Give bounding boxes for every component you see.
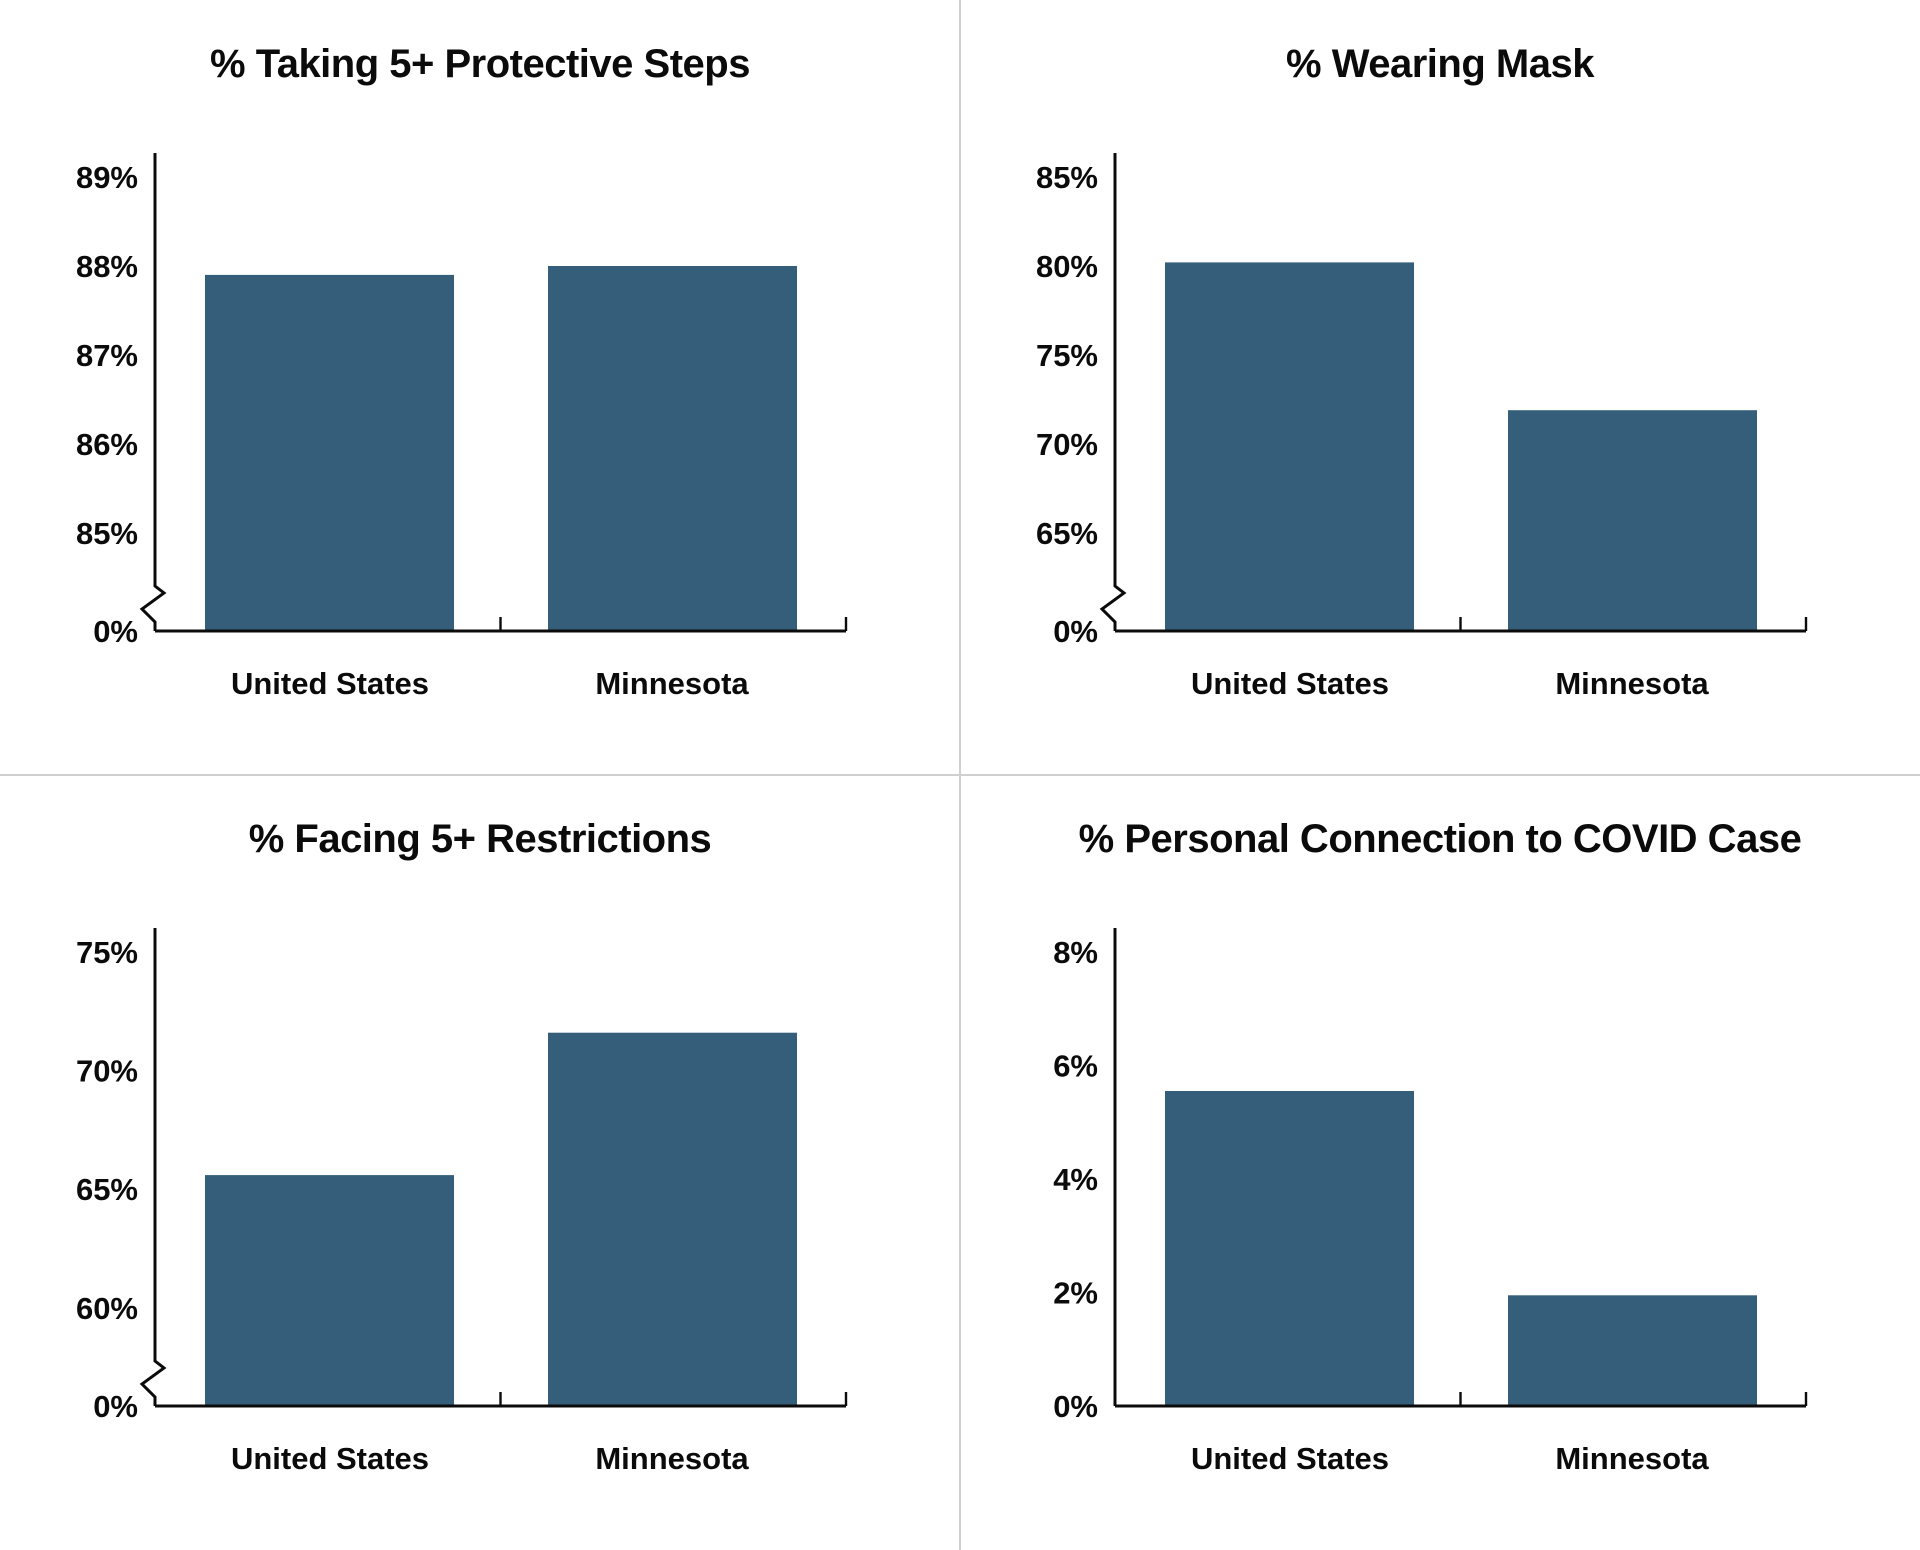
category-label-united-states: United States	[1190, 666, 1390, 701]
chart-title: % Wearing Mask	[1286, 42, 1594, 86]
y-tick-label-65: 65%	[76, 1172, 138, 1207]
y-axis-with-break	[139, 153, 167, 631]
y-tick-label-65: 65%	[1036, 516, 1098, 551]
y-tick-label-2: 2%	[1053, 1275, 1098, 1310]
chart-plot-taking-protective-steps: 0% 85% 86% 87% 88% 89%	[76, 153, 848, 649]
y-tick-label-70: 70%	[76, 1054, 138, 1089]
bar-united-states	[1165, 1091, 1414, 1406]
y-tick-label-0: 0%	[93, 614, 138, 649]
chart-plot-personal-connection: 0% 2% 4% 6% 8%	[1053, 928, 1808, 1424]
y-tick-label-8: 8%	[1053, 935, 1098, 970]
bar-united-states	[205, 274, 454, 631]
chart-taking-protective-steps: 0% 85% 86% 87% 88% 89% % Taking 5+ Protective…	[0, 0, 960, 775]
chart-title: % Personal Connection to COVID Case	[1078, 817, 1802, 861]
category-label-united-states: United States	[230, 666, 430, 701]
y-tick-label-0: 0%	[1053, 1389, 1098, 1424]
y-tick-label-6: 6%	[1053, 1048, 1098, 1083]
chart-plot-facing-restrictions: 0% 60% 65% 70% 75%	[76, 928, 848, 1424]
y-tick-label-4: 4%	[1053, 1162, 1098, 1197]
chart-title: % Taking 5+ Protective Steps	[210, 42, 750, 86]
y-tick-label-60: 60%	[76, 1291, 138, 1326]
chart-wearing-mask: 0% 65% 70% 75% 80% 85% % Wearing Mask United …	[960, 0, 1920, 775]
y-tick-label-75: 75%	[1036, 338, 1098, 373]
category-label-minnesota: Minnesota	[1555, 1441, 1709, 1476]
chart-personal-connection: 0% 2% 4% 6% 8% % Personal Connection to COVI…	[960, 775, 1920, 1550]
bar-united-states	[205, 1175, 454, 1406]
bar-minnesota	[548, 1032, 797, 1406]
y-tick-label-0: 0%	[1053, 614, 1098, 649]
y-tick-label-70: 70%	[1036, 427, 1098, 462]
y-tick-label-86: 86%	[76, 427, 138, 462]
y-tick-label-85: 85%	[1036, 160, 1098, 195]
category-label-minnesota: Minnesota	[1555, 666, 1709, 701]
y-tick-label-89: 89%	[76, 160, 138, 195]
bar-minnesota	[1508, 410, 1757, 631]
bar-united-states	[1165, 262, 1414, 631]
y-axis-with-break	[139, 928, 167, 1406]
y-tick-label-75: 75%	[76, 935, 138, 970]
chart-facing-restrictions: 0% 60% 65% 70% 75% % Facing 5+ Restrictions …	[0, 775, 960, 1550]
chart-plot-wearing-mask: 0% 65% 70% 75% 80% 85%	[1036, 153, 1808, 649]
category-label-united-states: United States	[1190, 1441, 1390, 1476]
category-label-united-states: United States	[230, 1441, 430, 1476]
y-tick-label-87: 87%	[76, 338, 138, 373]
y-tick-label-0: 0%	[93, 1389, 138, 1424]
bar-minnesota	[548, 266, 797, 631]
y-tick-label-85: 85%	[76, 516, 138, 551]
chart-title: % Facing 5+ Restrictions	[248, 817, 712, 861]
category-label-minnesota: Minnesota	[595, 666, 749, 701]
y-tick-label-88: 88%	[76, 249, 138, 284]
bar-minnesota	[1508, 1295, 1757, 1406]
horizontal-divider	[0, 774, 1920, 776]
y-tick-label-80: 80%	[1036, 249, 1098, 284]
y-axis-with-break	[1099, 153, 1127, 631]
category-label-minnesota: Minnesota	[595, 1441, 749, 1476]
